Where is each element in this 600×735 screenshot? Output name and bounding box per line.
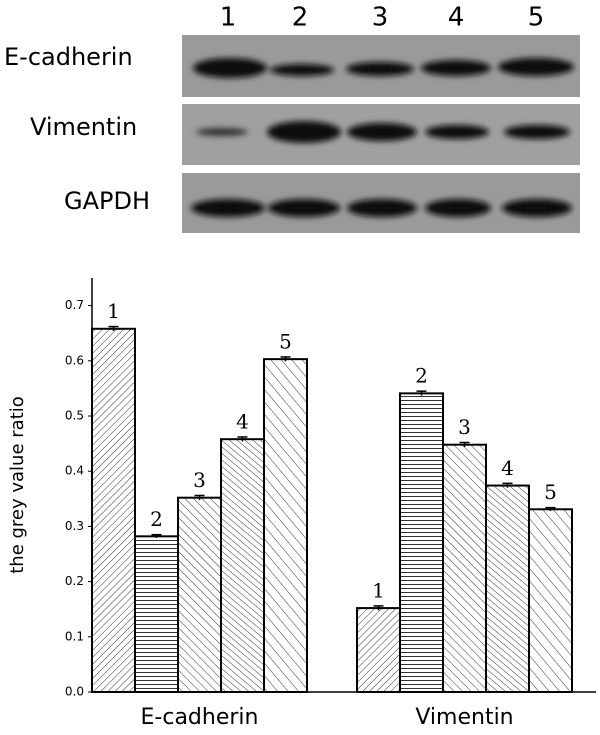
bar-label: 1 [107, 299, 120, 323]
bar [528, 508, 573, 693]
y-tick-label: 0.5 [65, 409, 84, 423]
row-label: GAPDH [64, 187, 150, 215]
bar [485, 484, 530, 693]
bar-label: 3 [193, 468, 206, 492]
bar [442, 443, 487, 694]
bar [177, 496, 222, 694]
lane-label: 5 [528, 3, 545, 33]
bar [399, 392, 444, 693]
lane-label: 4 [448, 3, 465, 33]
bar-label: 5 [544, 480, 557, 504]
bar-chart: 0.0 0.1 0.2 0.3 0.4 0.5 0.6 0.7 E-cadherin 1 2 3 4 5 V… [65, 278, 596, 730]
y-tick-label: 0.2 [65, 574, 84, 588]
lane-label: 2 [292, 3, 309, 33]
bar-label: 1 [372, 578, 385, 602]
bands [191, 58, 574, 217]
bar-label: 3 [458, 415, 471, 439]
y-tick-label: 0.7 [65, 298, 84, 312]
blot: 1 2 3 4 5 E-cadherin Vimentin GAPDH [4, 3, 580, 233]
bar [134, 535, 179, 693]
row-label: Vimentin [30, 113, 137, 141]
row-labels: E-cadherin Vimentin GAPDH [4, 43, 150, 215]
y-tick-label: 0.0 [65, 685, 84, 699]
bar [220, 438, 265, 693]
bar [91, 327, 136, 693]
bar [356, 607, 401, 694]
y-tick-label: 0.6 [65, 353, 84, 367]
bar [263, 358, 308, 693]
x-tick-label: Vimentin [415, 705, 513, 730]
bar-label: 2 [415, 364, 428, 388]
y-tick-label: 0.1 [65, 629, 84, 643]
bar-label: 4 [236, 409, 249, 433]
row-label: E-cadherin [4, 43, 133, 71]
x-tick-label: E-cadherin [141, 705, 259, 730]
lane-label: 1 [220, 3, 237, 33]
bar-label: 2 [150, 507, 163, 531]
lane-labels: 1 2 3 4 5 [220, 3, 545, 33]
bar-label: 4 [501, 456, 514, 480]
y-tick-label: 0.3 [65, 519, 84, 533]
bar-label: 5 [279, 329, 292, 353]
y-axis-label: the grey value ratio [7, 396, 28, 574]
lane-label: 3 [372, 3, 389, 33]
y-tick-label: 0.4 [65, 464, 84, 478]
